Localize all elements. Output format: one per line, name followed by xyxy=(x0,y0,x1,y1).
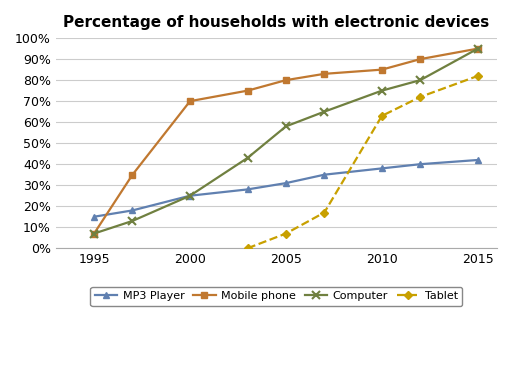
MP3 Player xyxy=(91,214,97,219)
MP3 Player xyxy=(245,187,251,191)
Computer xyxy=(245,156,251,160)
Line: Tablet: Tablet xyxy=(245,73,481,251)
Mobile phone xyxy=(379,67,385,72)
Computer xyxy=(379,88,385,93)
MP3 Player xyxy=(417,162,423,166)
Mobile phone xyxy=(475,46,481,51)
Computer xyxy=(91,231,97,236)
Tablet xyxy=(475,74,481,78)
Legend: MP3 Player, Mobile phone, Computer, Tablet: MP3 Player, Mobile phone, Computer, Tabl… xyxy=(91,287,462,306)
Line: MP3 Player: MP3 Player xyxy=(91,157,481,220)
Mobile phone xyxy=(245,88,251,93)
Computer xyxy=(187,193,193,198)
Computer xyxy=(475,46,481,51)
Computer xyxy=(321,110,327,114)
MP3 Player xyxy=(475,158,481,162)
Mobile phone xyxy=(321,71,327,76)
Tablet xyxy=(283,231,289,236)
Mobile phone xyxy=(187,99,193,103)
Tablet xyxy=(379,114,385,118)
Computer xyxy=(283,124,289,129)
Tablet xyxy=(321,210,327,215)
Line: Mobile phone: Mobile phone xyxy=(91,46,481,237)
Title: Percentage of households with electronic devices: Percentage of households with electronic… xyxy=(63,15,489,30)
MP3 Player xyxy=(283,181,289,186)
MP3 Player xyxy=(321,172,327,177)
Line: Computer: Computer xyxy=(90,45,482,238)
Mobile phone xyxy=(130,172,136,177)
Mobile phone xyxy=(417,57,423,61)
Tablet xyxy=(245,246,251,251)
Mobile phone xyxy=(283,78,289,82)
MP3 Player xyxy=(379,166,385,171)
Tablet xyxy=(417,95,423,99)
MP3 Player xyxy=(130,208,136,213)
Computer xyxy=(130,219,136,223)
Mobile phone xyxy=(91,231,97,236)
MP3 Player xyxy=(187,193,193,198)
Computer xyxy=(417,78,423,82)
